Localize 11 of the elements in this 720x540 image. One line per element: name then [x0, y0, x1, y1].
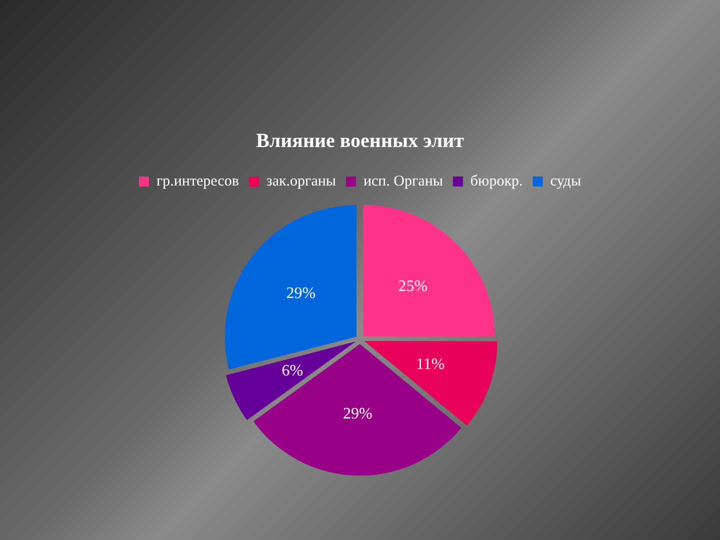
data-label: 11%: [416, 356, 445, 374]
data-label: 29%: [342, 405, 372, 422]
data-label: 29%: [286, 284, 316, 302]
data-label: 6%: [282, 362, 304, 380]
chart-title: Влияние военных элит: [256, 130, 464, 152]
legend-label: исп. Органы: [363, 173, 443, 190]
data-label: 25%: [398, 278, 428, 295]
legend-label: гр.интересов: [156, 173, 239, 190]
legend-label: зак.органы: [266, 173, 336, 190]
legend-label: бюрокр.: [470, 173, 523, 190]
legend-label: суды: [550, 173, 582, 190]
